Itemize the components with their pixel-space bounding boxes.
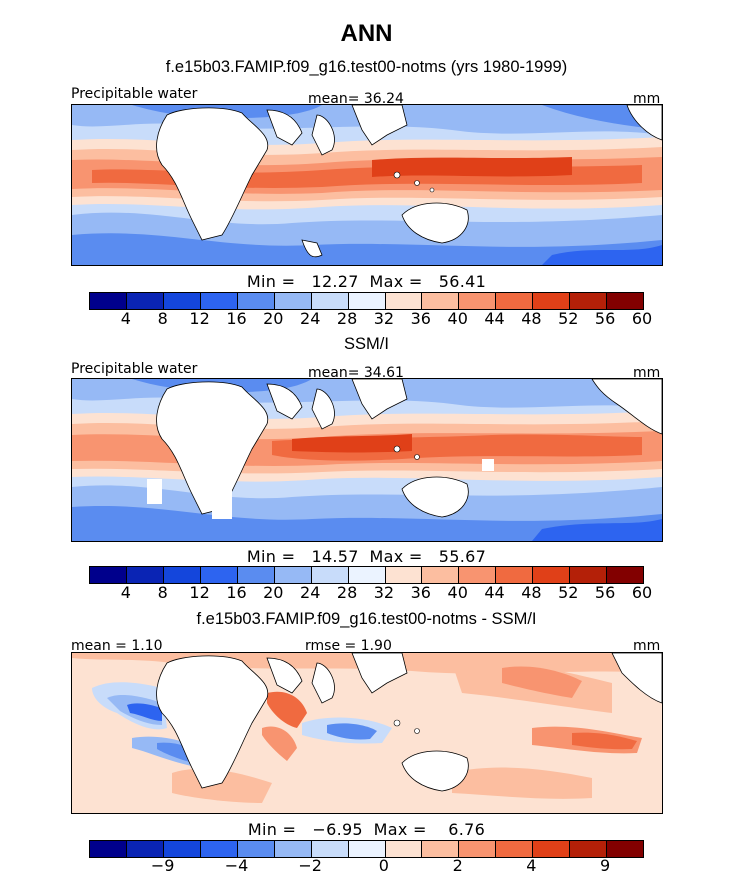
tick-label: −2 xyxy=(298,856,322,875)
panel3-mean-label: mean = 1.10 xyxy=(71,638,163,654)
tick-label: 60 xyxy=(631,309,653,328)
tick-label: 12 xyxy=(189,309,210,328)
tick-label: 32 xyxy=(373,309,395,328)
panel2-map-svg xyxy=(72,379,662,541)
panel1-subtitle: f.e15b03.FAMIP.f09_g16.test00-notms (yrs… xyxy=(165,58,568,76)
tick-label: 20 xyxy=(263,309,284,328)
tick-label: 44 xyxy=(484,583,505,602)
tick-label: 48 xyxy=(521,309,542,328)
panel3-minmax-label: Min = −6.95 Max = 6.76 xyxy=(247,820,486,839)
tick-label: 8 xyxy=(157,583,168,602)
tick-label: 40 xyxy=(447,583,468,602)
tick-label: 16 xyxy=(226,583,247,602)
panel3-colorbar-ticks: −9 −4 −2 0 2 4 9 xyxy=(89,856,642,876)
panel3-units-label: mm xyxy=(633,638,661,654)
tick-label: 24 xyxy=(300,309,321,328)
tick-label: −4 xyxy=(224,856,249,875)
tick-label: 12 xyxy=(189,583,210,602)
panel1-colorbar-ticks: 4 8 12 16 20 24 28 32 36 40 44 48 52 56 … xyxy=(89,309,652,329)
tick-label: 8 xyxy=(157,309,168,328)
panel2-colorbar xyxy=(89,566,644,584)
tick-label: 44 xyxy=(484,309,505,328)
panel1-colorbar xyxy=(89,292,644,310)
tick-label: 52 xyxy=(558,583,579,602)
tick-label: 4 xyxy=(526,856,537,875)
tick-label: −9 xyxy=(150,856,175,875)
tick-label: 28 xyxy=(336,309,358,328)
tick-label: 56 xyxy=(594,309,616,328)
tick-label: 20 xyxy=(263,583,284,602)
panel1-minmax-label: Min = 12.27 Max = 56.41 xyxy=(246,272,487,291)
figure-title: ANN xyxy=(340,20,393,47)
panel1-units-label: mm xyxy=(633,91,661,107)
panel2-subtitle: SSM/I xyxy=(344,335,389,353)
tick-label: 2 xyxy=(452,856,463,875)
tick-label: 48 xyxy=(521,583,542,602)
tick-label: 36 xyxy=(410,309,431,328)
panel1-map xyxy=(71,104,663,266)
panel2-map xyxy=(71,378,663,542)
panel3-map-svg xyxy=(72,653,662,813)
tick-label: 52 xyxy=(558,309,579,328)
panel2-mean-label: mean= 34.61 xyxy=(308,365,404,381)
tick-label: 32 xyxy=(373,583,395,602)
tick-label: 28 xyxy=(336,583,358,602)
panel2-units-label: mm xyxy=(633,365,661,381)
panel3-map xyxy=(71,652,663,814)
tick-label: 40 xyxy=(447,309,468,328)
panel2-colorbar-ticks: 4 8 12 16 20 24 28 32 36 40 44 48 52 56 … xyxy=(89,583,652,603)
tick-label: 0 xyxy=(378,856,389,875)
panel1-mean-label: mean= 36.24 xyxy=(308,91,404,107)
panel1-variable-label: Precipitable water xyxy=(71,86,198,102)
tick-label: 56 xyxy=(594,583,616,602)
tick-label: 24 xyxy=(300,583,321,602)
tick-label: 9 xyxy=(600,856,611,875)
tick-label: 4 xyxy=(120,583,131,602)
panel3-rmse-label: rmse = 1.90 xyxy=(305,638,392,654)
panel3-subtitle: f.e15b03.FAMIP.f09_g16.test00-notms - SS… xyxy=(196,610,537,628)
panel2-variable-label: Precipitable water xyxy=(71,361,198,377)
tick-label: 16 xyxy=(226,309,247,328)
tick-label: 60 xyxy=(631,583,653,602)
panel1-map-svg xyxy=(72,105,662,265)
tick-label: 4 xyxy=(120,309,131,328)
panel2-minmax-label: Min = 14.57 Max = 55.67 xyxy=(246,547,487,566)
tick-label: 36 xyxy=(410,583,431,602)
panel3-colorbar xyxy=(89,840,644,858)
